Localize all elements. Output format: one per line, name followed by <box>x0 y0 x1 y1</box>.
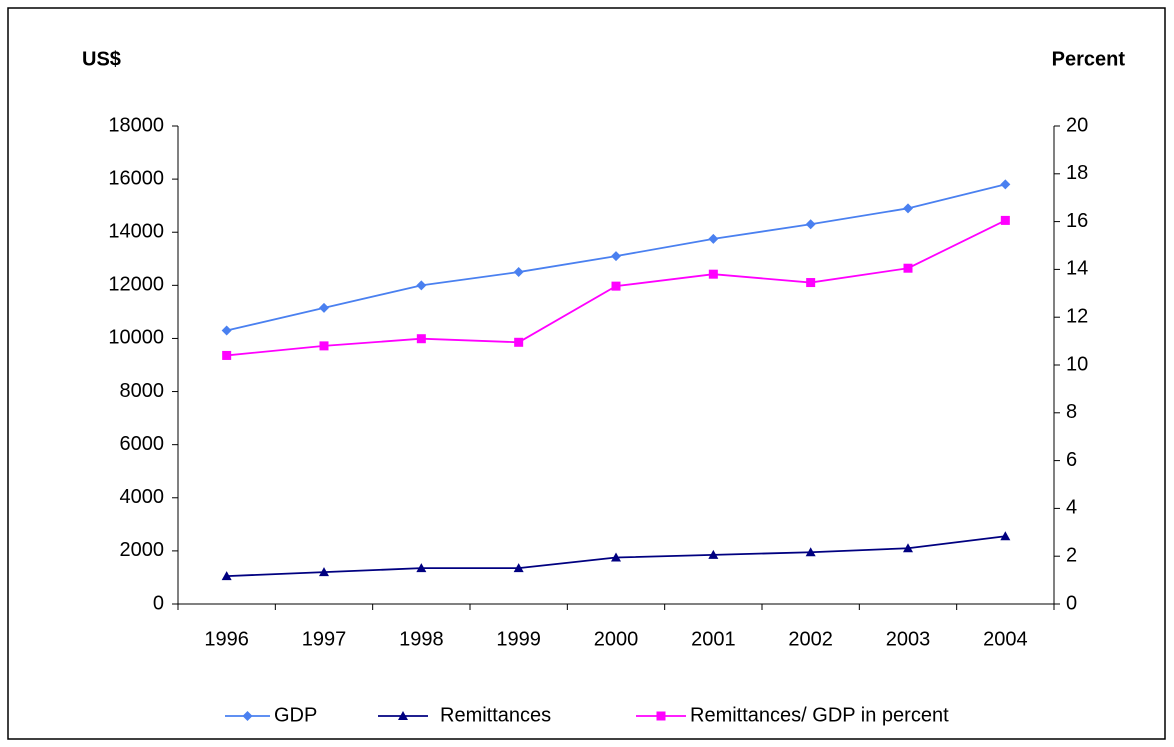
chart-border <box>7 7 1166 740</box>
data-point <box>221 325 232 336</box>
data-point <box>611 552 621 562</box>
data-point <box>1000 531 1011 541</box>
data-point <box>708 269 718 279</box>
legend-label: Remittances <box>440 704 551 726</box>
data-point <box>319 302 329 313</box>
y2-tick-label: 10 <box>1066 353 1088 375</box>
data-point <box>708 549 719 559</box>
y-tick-label: 10000 <box>108 327 164 349</box>
legend-label: GDP <box>274 704 317 726</box>
data-point <box>319 567 329 577</box>
x-tick-label: 1997 <box>302 628 347 650</box>
y2-tick-label: 18 <box>1066 162 1088 184</box>
legend-marker <box>242 711 253 721</box>
y-tick-label: 18000 <box>108 114 164 136</box>
data-point <box>903 543 913 553</box>
data-point <box>513 267 524 278</box>
y2-axis-title: Percent <box>1052 48 1126 70</box>
data-point <box>514 337 524 347</box>
x-tick-label: 1998 <box>399 628 444 650</box>
legend-label: Remittances/ GDP in percent <box>690 704 949 726</box>
data-point <box>903 203 913 214</box>
y-tick-label: 4000 <box>120 486 165 508</box>
y-tick-label: 16000 <box>108 167 164 189</box>
data-point <box>708 233 719 244</box>
x-tick-label: 2003 <box>886 628 931 650</box>
data-point <box>805 547 816 557</box>
y2-tick-label: 6 <box>1066 449 1077 471</box>
data-point <box>903 263 913 273</box>
legend-marker <box>656 711 666 721</box>
y2-tick-label: 20 <box>1066 114 1088 136</box>
data-point <box>611 281 621 291</box>
data-point <box>221 571 232 581</box>
legend-marker <box>398 711 408 720</box>
x-tick-label: 2004 <box>983 628 1028 650</box>
data-point <box>806 278 816 288</box>
y-tick-label: 2000 <box>120 539 165 561</box>
y-tick-label: 6000 <box>120 433 165 455</box>
y2-tick-label: 0 <box>1066 592 1077 614</box>
y2-tick-label: 8 <box>1066 401 1077 423</box>
y-tick-label: 12000 <box>108 274 164 296</box>
data-point <box>805 219 816 230</box>
data-point <box>1000 179 1011 190</box>
data-point <box>222 350 232 360</box>
data-point <box>1000 215 1010 225</box>
y2-tick-label: 14 <box>1066 258 1088 280</box>
y2-tick-label: 12 <box>1066 305 1088 327</box>
data-point <box>513 563 524 573</box>
data-point <box>416 563 427 573</box>
y-tick-label: 14000 <box>108 221 164 243</box>
x-tick-label: 2001 <box>691 628 736 650</box>
x-tick-label: 2002 <box>788 628 833 650</box>
data-point <box>416 334 426 344</box>
data-point <box>416 280 427 291</box>
data-point <box>611 251 621 262</box>
y2-tick-label: 4 <box>1066 497 1077 519</box>
y2-tick-label: 16 <box>1066 210 1088 232</box>
data-point <box>319 341 329 351</box>
x-tick-label: 2000 <box>594 628 639 650</box>
x-tick-label: 1996 <box>204 628 249 650</box>
y-tick-label: 8000 <box>120 380 165 402</box>
y-tick-label: 0 <box>153 592 164 614</box>
y2-tick-label: 2 <box>1066 544 1077 566</box>
y-axis-title: US$ <box>82 48 121 70</box>
x-tick-label: 1999 <box>496 628 541 650</box>
